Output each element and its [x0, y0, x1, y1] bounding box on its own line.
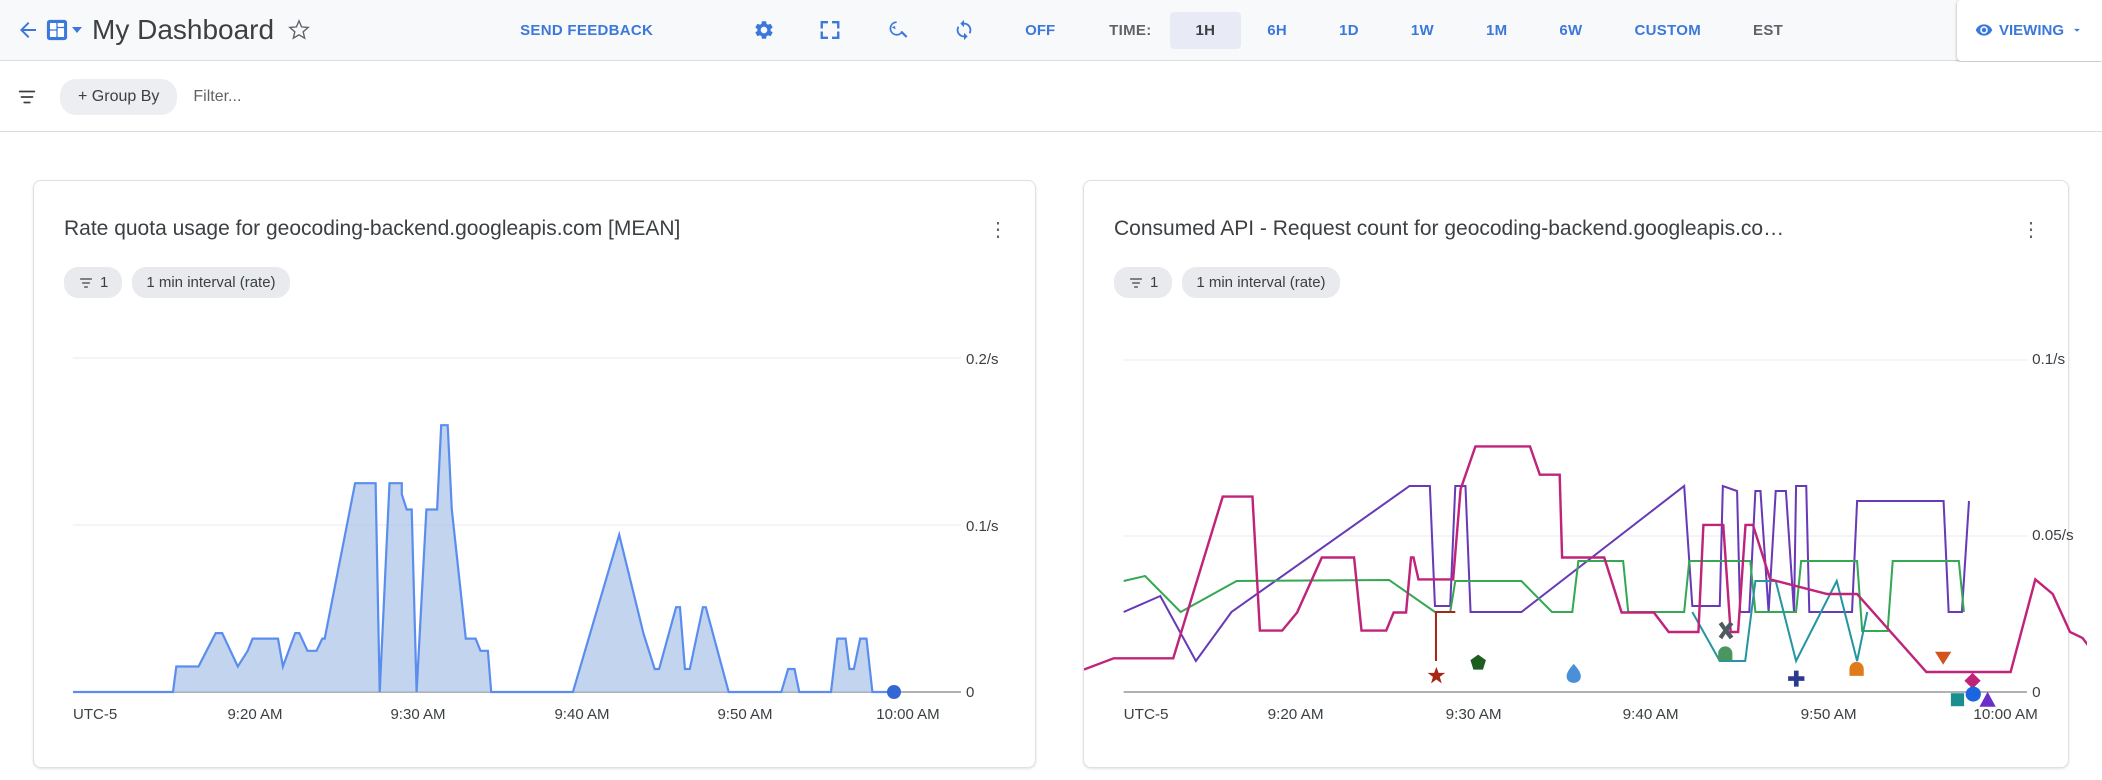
svg-text:0: 0	[966, 684, 974, 701]
svg-text:0.1/s: 0.1/s	[966, 518, 999, 535]
svg-text:9:20 AM: 9:20 AM	[1268, 706, 1324, 723]
svg-text:0.2/s: 0.2/s	[966, 351, 999, 368]
svg-text:UTC-5: UTC-5	[1124, 706, 1169, 723]
svg-text:9:50 AM: 9:50 AM	[1801, 706, 1857, 723]
svg-text:10:00 AM: 10:00 AM	[876, 706, 939, 723]
svg-text:9:30 AM: 9:30 AM	[1446, 706, 1502, 723]
svg-text:0.05/s: 0.05/s	[2032, 527, 2074, 544]
svg-text:UTC-5: UTC-5	[73, 706, 117, 723]
svg-text:9:30 AM: 9:30 AM	[390, 706, 445, 723]
svg-text:9:50 AM: 9:50 AM	[717, 706, 772, 723]
svg-text:0.1/s: 0.1/s	[2032, 351, 2065, 368]
svg-text:9:20 AM: 9:20 AM	[227, 706, 282, 723]
svg-text:9:40 AM: 9:40 AM	[1623, 706, 1679, 723]
svg-text:10:00 AM: 10:00 AM	[1973, 706, 2037, 723]
svg-text:0: 0	[2032, 684, 2040, 701]
svg-text:9:40 AM: 9:40 AM	[554, 706, 609, 723]
